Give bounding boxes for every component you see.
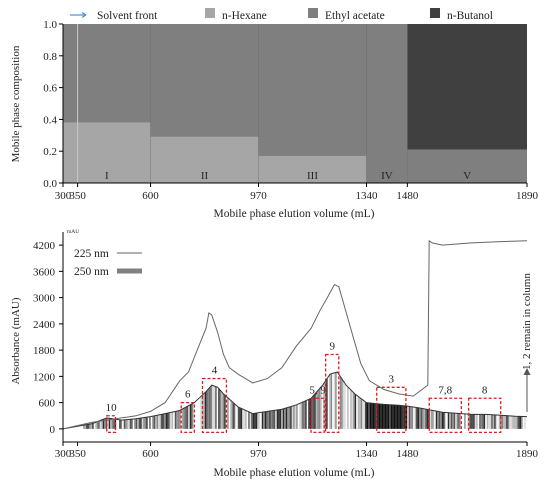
bottom-x-axis-label: Mobile phase elution volume (mL) bbox=[214, 467, 375, 479]
top-x-tick-label: 970 bbox=[250, 190, 267, 202]
side-annotation-text: 1, 2 remain in column bbox=[521, 273, 533, 370]
top-x-tick-label: 600 bbox=[142, 190, 159, 202]
stage-2-ethyl-acetate-band bbox=[150, 24, 259, 137]
stage-1-ethyl-acetate-band bbox=[63, 24, 151, 123]
legend-225nm: 225 nm bbox=[74, 248, 142, 260]
absorbance-plot-area: 10 6 4 5, 9 9 3 7,8 8 bbox=[62, 239, 528, 434]
fraction-label-6: 3 bbox=[389, 373, 395, 385]
series-250nm-fill bbox=[83, 372, 528, 429]
fraction-label-8: 8 bbox=[482, 384, 488, 396]
top-y-axis-label: Mobile phase composition bbox=[10, 45, 22, 162]
bottom-x-tick-label: 350 bbox=[69, 448, 86, 460]
legend-solvent-front-label: Solvent front bbox=[97, 10, 158, 22]
fraction-box-3 bbox=[201, 377, 228, 434]
fraction-label-4: 5, 9 bbox=[309, 384, 326, 396]
bottom-y-tick-label: 3600 bbox=[33, 266, 56, 278]
bottom-x-tick-label: 1890 bbox=[516, 448, 539, 460]
side-annotation: 1, 2 remain in column bbox=[521, 273, 533, 412]
top-x-tick-label: 1480 bbox=[396, 190, 419, 202]
top-x-tick-label: 1340 bbox=[355, 190, 378, 202]
bottom-y-tick-label: 1800 bbox=[33, 345, 56, 357]
stage-2-hexane-band bbox=[150, 136, 259, 183]
stage-4-ethyl-acetate-band bbox=[366, 24, 408, 183]
top-y-tick-label: 0.8 bbox=[43, 51, 57, 63]
top-y-tick-label: 0.4 bbox=[43, 114, 57, 126]
top-legend: Solvent front n-Hexane Ethyl acetate n-B… bbox=[70, 8, 493, 22]
fraction-box-6 bbox=[376, 386, 407, 434]
legend-hexane-label: n-Hexane bbox=[222, 10, 267, 22]
bottom-y-tick-label: 0 bbox=[50, 424, 56, 436]
stage-3-ethyl-acetate-band bbox=[258, 24, 367, 156]
bottom-x-tick-label: 300 bbox=[55, 448, 72, 460]
bottom-y-tick-label: 1200 bbox=[33, 371, 56, 383]
fraction-box-5 bbox=[324, 353, 340, 434]
stage-label-1: I bbox=[105, 170, 109, 182]
bottom-y-axis-label: Absorbance (mAU) bbox=[10, 297, 22, 384]
series-225nm-line bbox=[62, 239, 528, 430]
stage-label-4: IV bbox=[381, 170, 393, 182]
top-y-tick-label: 0.2 bbox=[43, 146, 57, 158]
legend-250nm-label: 250 nm bbox=[74, 266, 109, 278]
bottom-y-tick-label: 4200 bbox=[33, 240, 56, 252]
bottom-x-tick-label: 1340 bbox=[355, 448, 378, 460]
top-x-axis-label: Mobile phase elution volume (mL) bbox=[214, 208, 375, 220]
legend-butanol-swatch bbox=[430, 8, 440, 18]
top-y-tick-label: 0.6 bbox=[43, 83, 57, 95]
unit-label-mau: mAU bbox=[67, 229, 79, 235]
top-x-tick-label: 350 bbox=[69, 190, 86, 202]
fraction-box-4 bbox=[310, 397, 325, 434]
bottom-y-tick-label: 2400 bbox=[33, 319, 56, 331]
stage-label-5: V bbox=[463, 170, 471, 182]
composition-plot-area: I II III IV V bbox=[63, 24, 527, 183]
composition-chart: Solvent front n-Hexane Ethyl acetate n-B… bbox=[10, 8, 539, 220]
absorbance-chart: mAU 10 6 4 5, 9 9 3 7,8 8 0 600 1200 1800 2400 3000 3… bbox=[10, 229, 539, 479]
fraction-label-3: 4 bbox=[212, 365, 218, 377]
bottom-x-tick-label: 970 bbox=[250, 448, 267, 460]
top-x-tick-label: 300 bbox=[55, 190, 72, 202]
stage-5-ethyl-acetate-band bbox=[407, 149, 527, 183]
legend-solvent-front: Solvent front bbox=[70, 10, 158, 22]
fraction-box-2 bbox=[180, 401, 195, 434]
legend-225nm-label: 225 nm bbox=[74, 248, 109, 260]
fraction-label-1: 10 bbox=[106, 402, 118, 414]
legend-butanol: n-Butanol bbox=[430, 8, 493, 22]
top-y-tick-label: 0.0 bbox=[43, 178, 57, 190]
stage-label-2: II bbox=[201, 170, 209, 182]
legend-ethyl-acetate-label: Ethyl acetate bbox=[325, 10, 385, 22]
fraction-box-1 bbox=[106, 415, 117, 434]
top-x-tick-label: 1890 bbox=[516, 190, 539, 202]
bottom-x-tick-label: 600 bbox=[142, 448, 159, 460]
fraction-label-7: 7,8 bbox=[438, 384, 452, 396]
bottom-y-tick-label: 600 bbox=[39, 398, 56, 410]
legend-butanol-label: n-Butanol bbox=[447, 10, 493, 22]
stage-5-butanol-band bbox=[407, 24, 527, 150]
legend-hexane: n-Hexane bbox=[205, 8, 267, 22]
top-y-tick-label: 1.0 bbox=[43, 19, 57, 31]
bottom-x-tick-label: 1480 bbox=[396, 448, 419, 460]
fraction-label-5: 9 bbox=[329, 341, 335, 353]
fraction-label-2: 6 bbox=[185, 389, 191, 401]
stage-label-3: III bbox=[307, 170, 318, 182]
fraction-box-7 bbox=[428, 397, 462, 434]
stage-3-hexane-band bbox=[258, 155, 367, 183]
legend-250nm: 250 nm bbox=[74, 266, 142, 278]
legend-ethyl-acetate-swatch bbox=[308, 8, 318, 18]
legend-hexane-swatch bbox=[205, 8, 215, 18]
fraction-box-8 bbox=[467, 397, 502, 434]
series-250nm-outline bbox=[62, 371, 528, 430]
bottom-y-tick-label: 3000 bbox=[33, 293, 56, 305]
bottom-legend: 225 nm 250 nm bbox=[74, 248, 142, 278]
legend-ethyl-acetate: Ethyl acetate bbox=[308, 8, 385, 22]
